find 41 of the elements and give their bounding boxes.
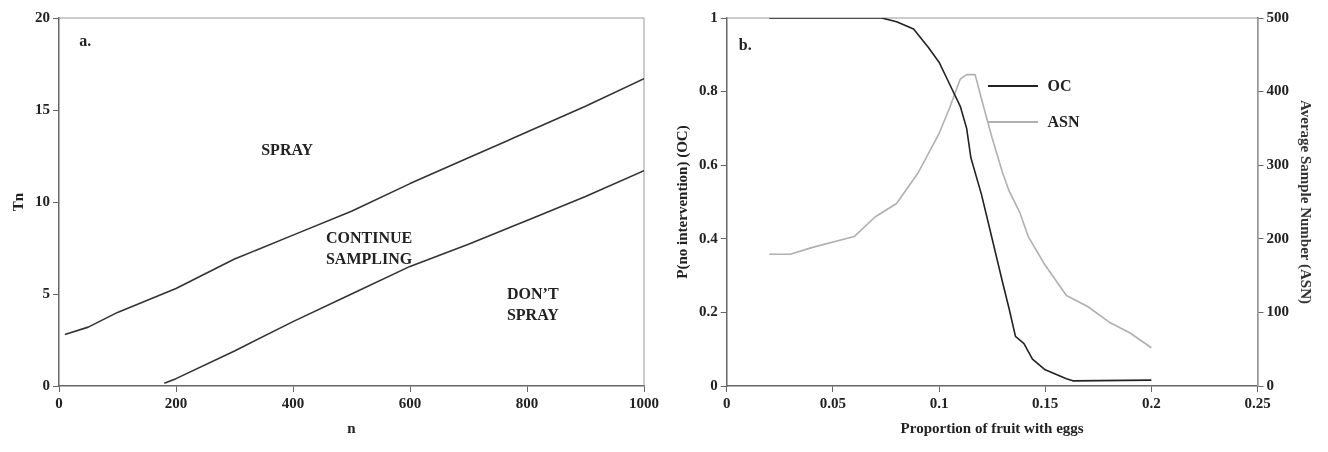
y2-tick-label: 200 [1266, 229, 1289, 246]
x-tick-label: 1000 [629, 394, 659, 411]
y-axis-title: P(no intervention) (OC) [673, 125, 691, 279]
x-tick-label: 0.2 [1141, 394, 1161, 411]
y-tick-label: 15 [35, 100, 50, 117]
x-tick-label: 0.15 [1032, 394, 1059, 411]
legend-label: OC [1047, 77, 1072, 95]
y2-tick-label: 500 [1266, 8, 1289, 25]
x-tick-label: 800 [515, 394, 539, 411]
y-tick-label: 0 [710, 376, 718, 393]
y2-tick-label: 300 [1266, 156, 1289, 173]
y-tick-label: 5 [42, 284, 50, 301]
x-tick-label: 0 [723, 394, 731, 411]
x-tick-label: 600 [398, 394, 422, 411]
x-tick-label: 0 [55, 394, 63, 411]
x-tick-label: 0.1 [929, 394, 949, 411]
x-tick-label: 200 [164, 394, 188, 411]
annotation: CONTINUE SAMPLING [325, 229, 413, 268]
x-tick-label: 0.25 [1244, 394, 1271, 411]
x-tick-label: 0.05 [819, 394, 847, 411]
y-tick-label: 10 [35, 192, 50, 209]
annotation: SPRAY [261, 140, 314, 158]
x-axis-title: Proportion of fruit with eggs [900, 419, 1084, 436]
x-tick-label: 400 [281, 394, 305, 411]
y-tick-label: 20 [35, 8, 50, 25]
y-tick-label: 0.2 [699, 303, 718, 320]
y2-tick-label: 100 [1266, 303, 1289, 320]
annotation: b. [738, 35, 752, 53]
y-tick-label: 0 [42, 376, 50, 393]
x-axis-title: n [347, 419, 357, 436]
legend-label: ASN [1047, 113, 1080, 131]
y-tick-label: 0.4 [699, 229, 719, 246]
annotation: DON’T SPRAY [506, 284, 560, 323]
y-tick-label: 1 [710, 8, 718, 25]
y-tick-label: 0.8 [699, 82, 718, 99]
annotation: a. [79, 32, 92, 50]
y2-tick-label: 400 [1266, 82, 1289, 99]
y2-tick-label: 0 [1266, 376, 1274, 393]
y-tick-label: 0.6 [699, 156, 719, 173]
y-axis-title: Tn [9, 192, 26, 212]
y2-axis-title: Average Sample Number (ASN) [1297, 99, 1315, 305]
